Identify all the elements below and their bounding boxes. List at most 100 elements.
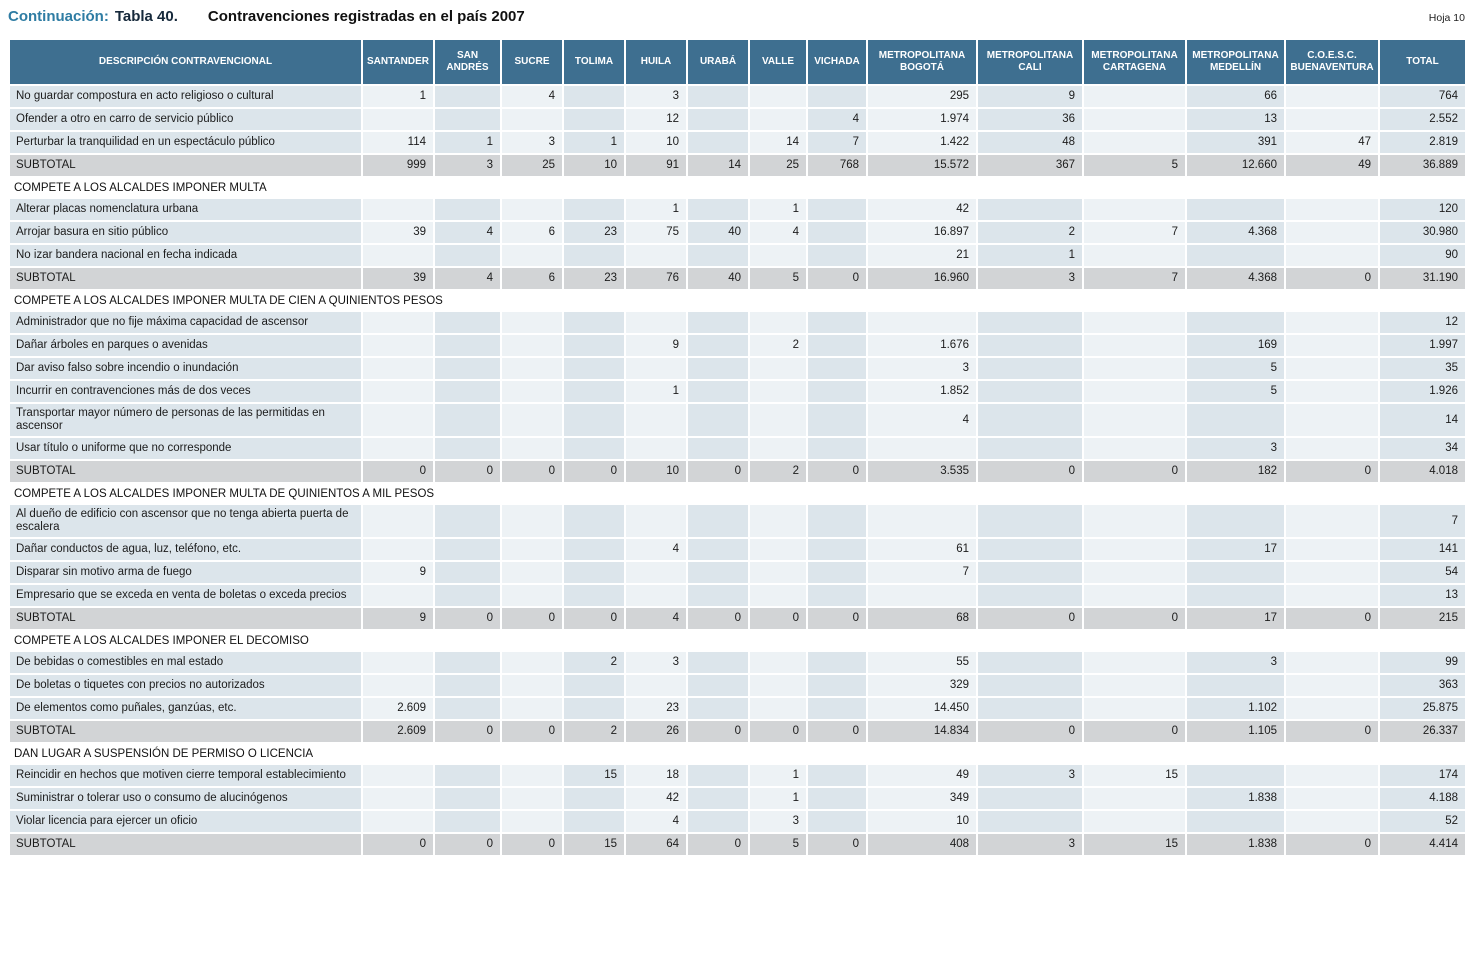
value-cell: 91 (626, 155, 686, 176)
value-cell: 3 (868, 358, 976, 379)
row-description: Administrador que no fije máxima capacid… (10, 312, 361, 333)
value-cell (978, 335, 1082, 356)
value-cell: 0 (978, 721, 1082, 742)
value-cell (808, 335, 866, 356)
section-title: DAN LUGAR A SUSPENSIÓN DE PERMISO O LICE… (10, 744, 1465, 763)
value-cell: 34 (1380, 438, 1465, 459)
value-cell: 1 (435, 132, 500, 153)
value-cell (1084, 86, 1185, 107)
column-header: VALLE (750, 40, 806, 84)
value-cell (1286, 109, 1378, 130)
value-cell (435, 562, 500, 583)
value-cell: 0 (1286, 461, 1378, 482)
title-bar: Continuación: Tabla 40. Contravenciones … (0, 0, 1475, 25)
section-header-row: COMPETE A LOS ALCALDES IMPONER EL DECOMI… (10, 631, 1465, 650)
value-cell: 9 (626, 335, 686, 356)
section-header-row: COMPETE A LOS ALCALDES IMPONER MULTA DE … (10, 291, 1465, 310)
row-description: SUBTOTAL (10, 834, 361, 855)
value-cell: 36 (978, 109, 1082, 130)
value-cell (1084, 788, 1185, 809)
value-cell (808, 86, 866, 107)
value-cell (626, 675, 686, 696)
header-row: DESCRIPCIÓN CONTRAVENCIONAL SANTANDER SAN … (10, 40, 1465, 84)
value-cell (564, 312, 624, 333)
value-cell: 4.368 (1187, 268, 1284, 289)
value-cell (1084, 652, 1185, 673)
value-cell: 2.609 (363, 698, 433, 719)
value-cell (626, 358, 686, 379)
value-cell: 64 (626, 834, 686, 855)
value-cell: 7 (1084, 268, 1185, 289)
value-cell: 363 (1380, 675, 1465, 696)
value-cell: 49 (1286, 155, 1378, 176)
value-cell (363, 358, 433, 379)
value-cell (1187, 404, 1284, 436)
column-header: METROPOLITANA CALI (978, 40, 1082, 84)
value-cell (1084, 132, 1185, 153)
value-cell (688, 765, 748, 786)
value-cell (564, 811, 624, 832)
value-cell: 39 (363, 268, 433, 289)
value-cell: 0 (435, 834, 500, 855)
value-cell (363, 109, 433, 130)
value-cell (1187, 585, 1284, 606)
value-cell (1286, 765, 1378, 786)
section-title: COMPETE A LOS ALCALDES IMPONER EL DECOMI… (10, 631, 1465, 650)
contravenciones-table: DESCRIPCIÓN CONTRAVENCIONAL SANTANDER SAN … (8, 38, 1467, 857)
value-cell (1286, 675, 1378, 696)
table-row: Administrador que no fije máxima capacid… (10, 312, 1465, 333)
value-cell: 15 (1084, 834, 1185, 855)
value-cell: 2 (564, 652, 624, 673)
value-cell (688, 358, 748, 379)
value-cell: 4.414 (1380, 834, 1465, 855)
value-cell (435, 438, 500, 459)
value-cell: 0 (808, 461, 866, 482)
value-cell (978, 505, 1082, 537)
row-description: De elementos como puñales, ganzúas, etc. (10, 698, 361, 719)
row-description: Ofender a otro en carro de servicio públ… (10, 109, 361, 130)
value-cell: 0 (1084, 608, 1185, 629)
value-cell (502, 245, 562, 266)
table-row: Violar licencia para ejercer un oficio 4 3… (10, 811, 1465, 832)
value-cell: 54 (1380, 562, 1465, 583)
row-description: Violar licencia para ejercer un oficio (10, 811, 361, 832)
table-row: Perturbar la tranquilidad en un espectác… (10, 132, 1465, 153)
value-cell (868, 585, 976, 606)
value-cell: 0 (502, 461, 562, 482)
value-cell (564, 404, 624, 436)
value-cell (363, 675, 433, 696)
value-cell: 40 (688, 222, 748, 243)
value-cell (564, 199, 624, 220)
value-cell (502, 199, 562, 220)
table-row: Dañar árboles en parques o avenidas 9 2 1.6… (10, 335, 1465, 356)
value-cell (502, 585, 562, 606)
value-cell: 999 (363, 155, 433, 176)
value-cell (978, 652, 1082, 673)
value-cell (435, 381, 500, 402)
value-cell (978, 539, 1082, 560)
value-cell (363, 312, 433, 333)
value-cell (564, 358, 624, 379)
value-cell: 2 (978, 222, 1082, 243)
value-cell: 0 (978, 461, 1082, 482)
value-cell: 42 (626, 788, 686, 809)
value-cell (688, 698, 748, 719)
value-cell: 3 (978, 268, 1082, 289)
value-cell (688, 245, 748, 266)
value-cell: 141 (1380, 539, 1465, 560)
value-cell (808, 811, 866, 832)
value-cell (808, 675, 866, 696)
value-cell (363, 765, 433, 786)
value-cell (626, 404, 686, 436)
value-cell (1084, 675, 1185, 696)
value-cell (363, 505, 433, 537)
value-cell: 61 (868, 539, 976, 560)
column-header: DESCRIPCIÓN CONTRAVENCIONAL (10, 40, 361, 84)
value-cell: 0 (564, 461, 624, 482)
value-cell (978, 585, 1082, 606)
value-cell: 169 (1187, 335, 1284, 356)
value-cell (564, 245, 624, 266)
value-cell: 6 (502, 268, 562, 289)
value-cell: 42 (868, 199, 976, 220)
value-cell: 21 (868, 245, 976, 266)
